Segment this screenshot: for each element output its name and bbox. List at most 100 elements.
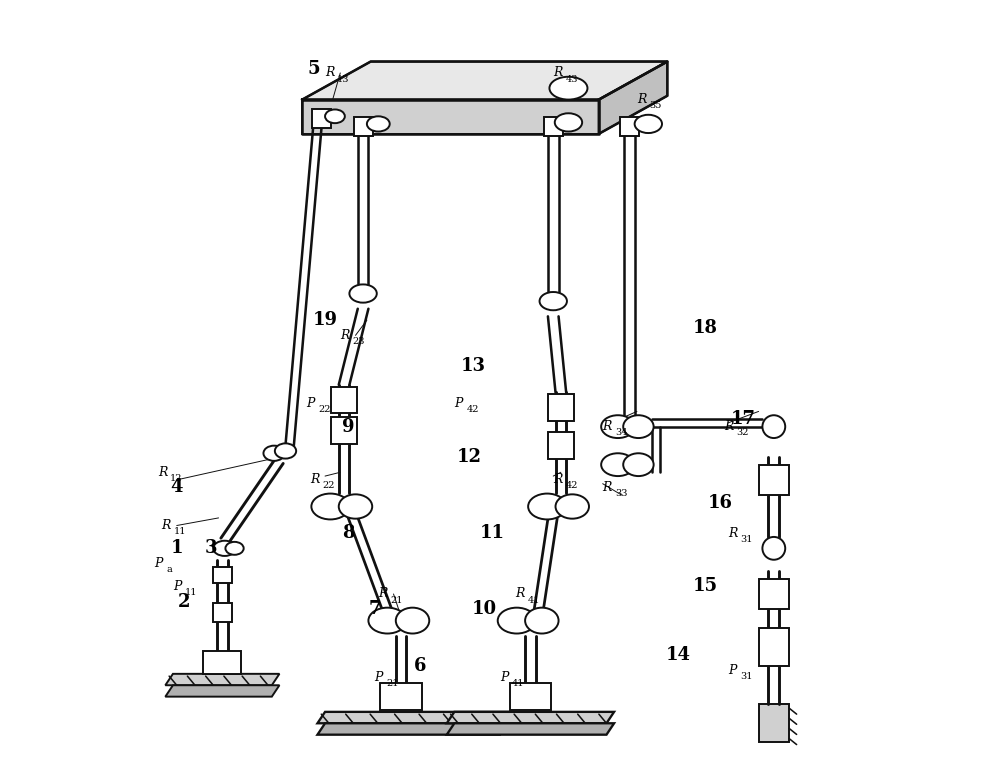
Text: 12: 12 <box>457 448 482 466</box>
Polygon shape <box>447 712 614 723</box>
Text: 13: 13 <box>461 357 486 375</box>
Text: 41: 41 <box>527 596 540 604</box>
Text: 9: 9 <box>342 418 354 436</box>
Ellipse shape <box>601 415 635 438</box>
Text: 16: 16 <box>708 494 733 512</box>
Text: R: R <box>603 420 612 433</box>
Text: 35: 35 <box>649 101 661 110</box>
Ellipse shape <box>762 415 785 438</box>
Ellipse shape <box>263 446 285 461</box>
Ellipse shape <box>349 284 377 303</box>
Bar <box>759 628 789 666</box>
Text: 1: 1 <box>170 539 183 557</box>
Text: R: R <box>162 519 171 532</box>
Ellipse shape <box>275 443 296 459</box>
Text: 14: 14 <box>666 646 691 664</box>
Bar <box>759 465 789 495</box>
Ellipse shape <box>601 453 635 476</box>
Text: 10: 10 <box>472 600 497 618</box>
Bar <box>380 684 422 710</box>
Text: 19: 19 <box>313 311 338 329</box>
Bar <box>548 394 574 421</box>
Text: 23: 23 <box>352 337 365 346</box>
Text: 33: 33 <box>615 489 627 498</box>
Text: P: P <box>173 580 181 593</box>
Bar <box>213 568 232 583</box>
Text: R: R <box>724 420 734 433</box>
Polygon shape <box>302 100 599 134</box>
Ellipse shape <box>549 77 587 100</box>
Ellipse shape <box>555 114 582 132</box>
Ellipse shape <box>325 110 345 123</box>
Text: 2: 2 <box>178 593 191 610</box>
Text: 17: 17 <box>731 410 756 428</box>
Bar <box>510 684 551 710</box>
Bar <box>331 386 357 413</box>
Ellipse shape <box>498 607 536 633</box>
Text: P: P <box>728 664 737 677</box>
Text: P: P <box>500 671 508 684</box>
Ellipse shape <box>528 494 566 520</box>
Polygon shape <box>447 723 614 735</box>
Text: 32: 32 <box>737 428 749 437</box>
Ellipse shape <box>635 115 662 133</box>
Text: 3: 3 <box>205 539 217 557</box>
Polygon shape <box>599 62 667 134</box>
Text: R: R <box>603 481 612 494</box>
Ellipse shape <box>339 495 372 519</box>
Text: R: R <box>515 588 525 600</box>
Text: 43: 43 <box>565 75 578 84</box>
Text: 41: 41 <box>512 679 525 688</box>
Ellipse shape <box>311 494 349 520</box>
Polygon shape <box>317 723 508 735</box>
Ellipse shape <box>623 453 654 476</box>
Ellipse shape <box>762 537 785 560</box>
Ellipse shape <box>225 542 244 555</box>
Text: 8: 8 <box>342 524 354 542</box>
Text: R: R <box>158 466 167 479</box>
Text: 15: 15 <box>693 578 718 595</box>
Polygon shape <box>302 62 667 100</box>
Polygon shape <box>317 712 508 723</box>
Text: 42: 42 <box>565 482 578 491</box>
Text: R: R <box>340 329 350 342</box>
Text: 11: 11 <box>185 588 198 597</box>
Text: 11: 11 <box>480 524 505 542</box>
Ellipse shape <box>540 292 567 310</box>
Text: 21: 21 <box>390 596 403 604</box>
Ellipse shape <box>213 541 236 556</box>
Bar <box>544 117 563 136</box>
Text: 31: 31 <box>740 535 753 544</box>
Bar <box>203 651 241 674</box>
Ellipse shape <box>368 607 406 633</box>
Text: R: R <box>637 93 646 106</box>
Text: R: R <box>378 588 388 600</box>
Text: a: a <box>166 565 172 574</box>
Text: 4: 4 <box>170 479 183 497</box>
Bar <box>548 432 574 459</box>
Bar <box>354 117 373 136</box>
Text: R: R <box>325 66 334 79</box>
Text: R: R <box>553 473 563 486</box>
Polygon shape <box>165 685 279 696</box>
Text: 22: 22 <box>318 405 331 415</box>
Text: P: P <box>154 557 162 570</box>
Bar <box>213 604 232 623</box>
Ellipse shape <box>623 415 654 438</box>
Bar <box>759 704 789 742</box>
Text: 31: 31 <box>740 671 753 680</box>
Text: 21: 21 <box>387 679 399 688</box>
Text: 11: 11 <box>174 527 186 536</box>
Text: 7: 7 <box>368 600 381 618</box>
Text: R: R <box>728 527 738 539</box>
Text: R: R <box>553 66 563 79</box>
Polygon shape <box>165 674 279 685</box>
Text: 34: 34 <box>615 428 627 437</box>
Text: 6: 6 <box>414 658 426 675</box>
Ellipse shape <box>396 607 429 633</box>
Ellipse shape <box>367 117 390 132</box>
Bar <box>620 117 639 136</box>
Ellipse shape <box>556 495 589 519</box>
Text: P: P <box>374 671 383 684</box>
Text: 12: 12 <box>170 474 182 483</box>
